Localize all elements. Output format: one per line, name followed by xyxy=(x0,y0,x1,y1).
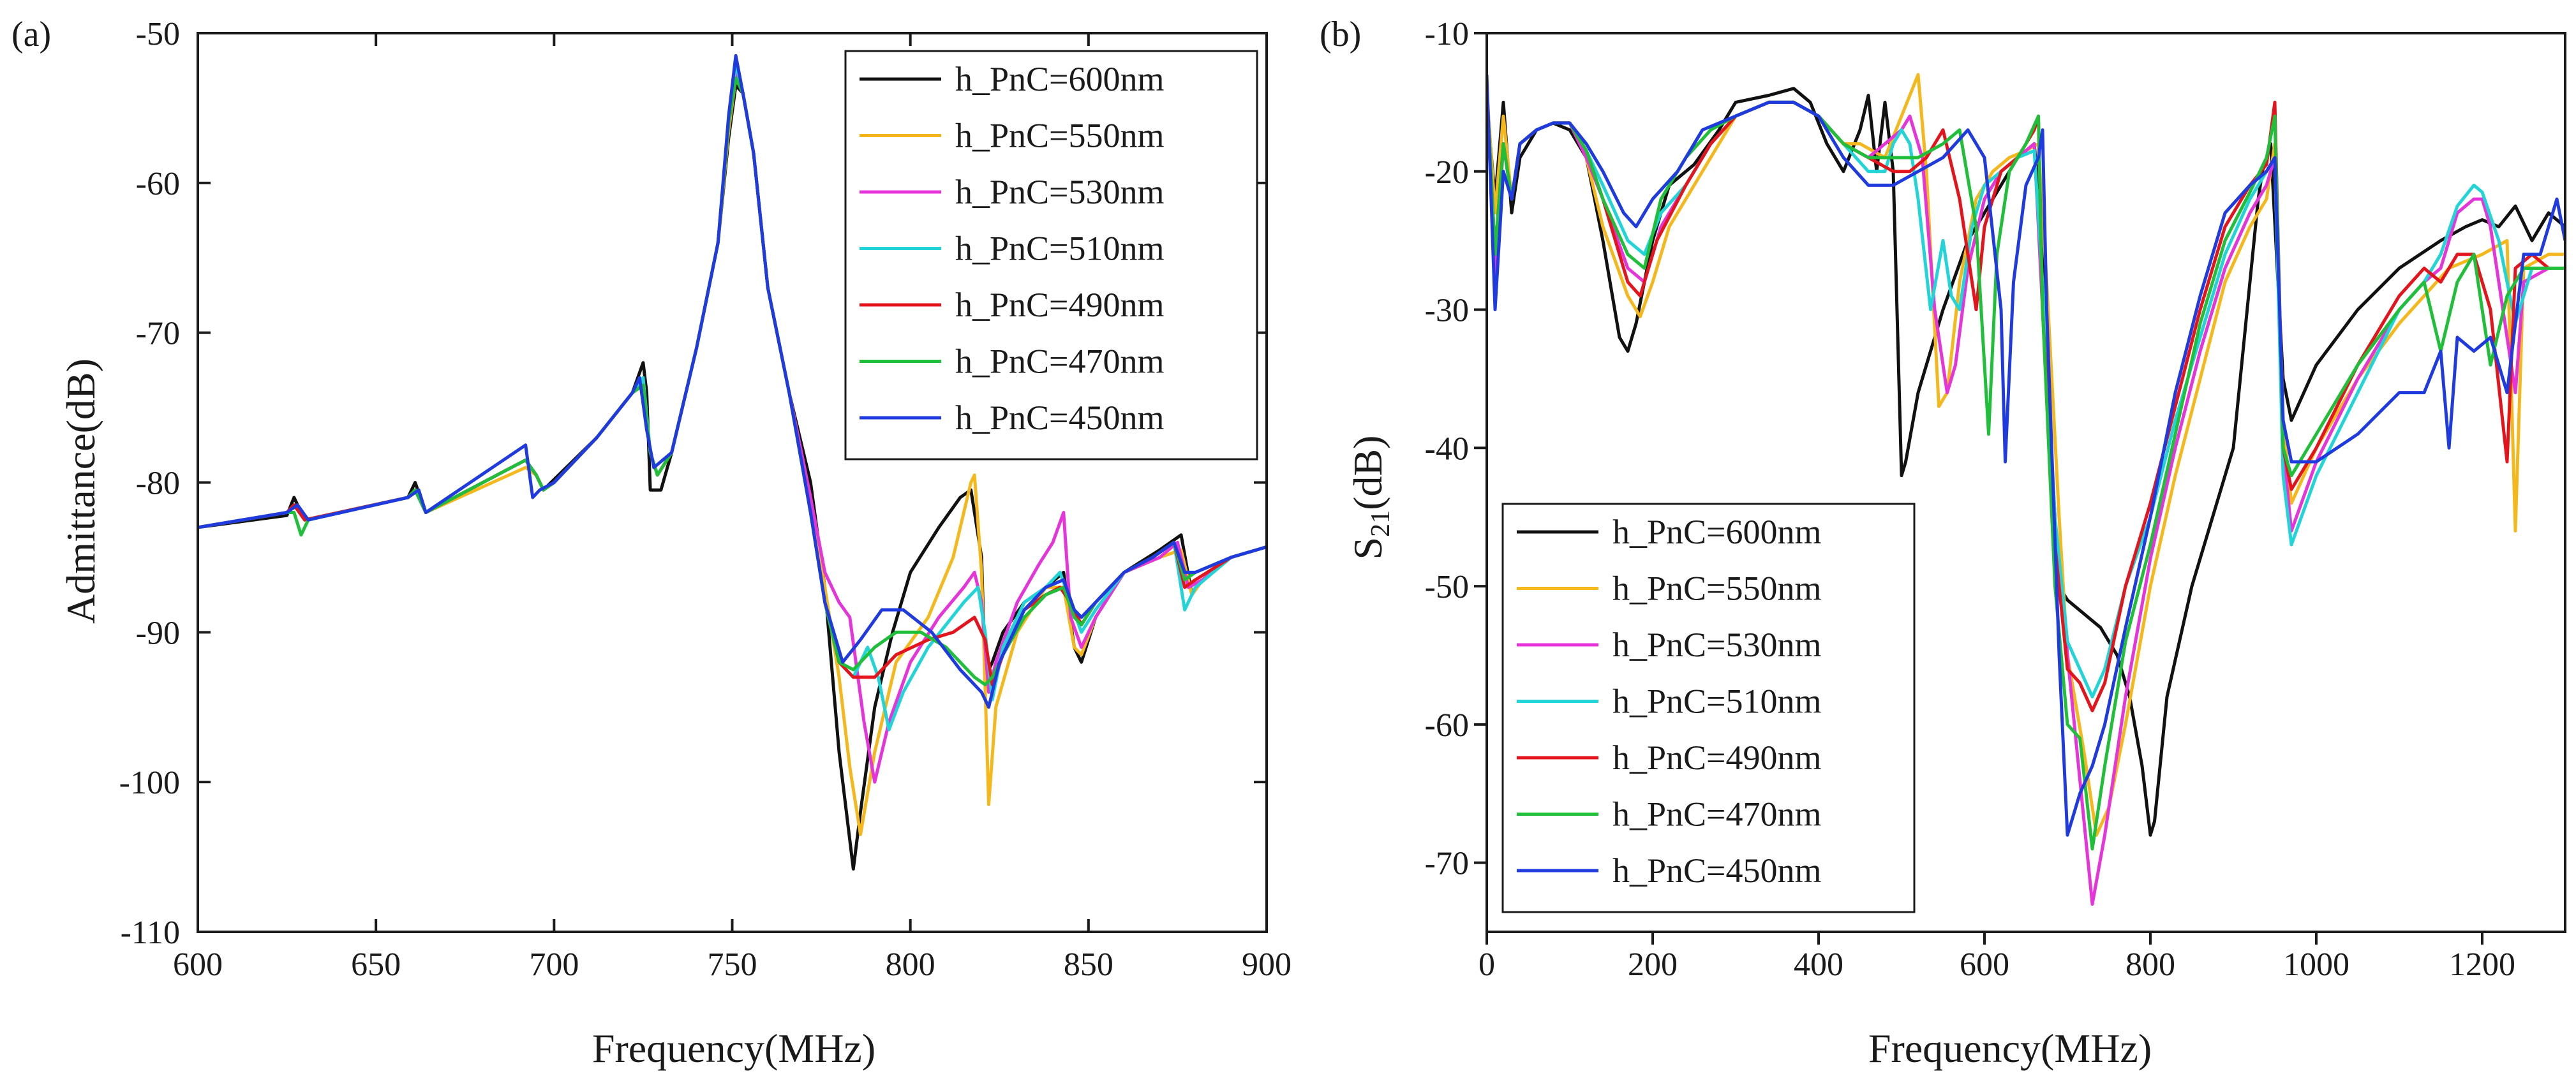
panel-b-y-tick-label: -50 xyxy=(1425,569,1469,605)
panel-a-y-tick-label: -90 xyxy=(136,615,180,651)
panel-b-series-group xyxy=(1487,73,2565,906)
panel-a-x-tick-label: 750 xyxy=(708,947,757,983)
panel-b-x-tick-label: 400 xyxy=(1794,947,1843,983)
panel-b-y-tick-label: -10 xyxy=(1425,16,1469,52)
panel-a: (a) Frequency(MHz) Admittance(dB) 600 650… xyxy=(11,15,1292,1071)
panel-a-y-axis-label: Admittance(dB) xyxy=(58,358,103,624)
panel-b-legend: h_PnC=600nm h_PnC=550nm h_PnC=530nm h_PnC=5… xyxy=(1501,503,1916,913)
panel-a-legend-box xyxy=(844,50,1258,460)
panel-b-y-tick-label: -20 xyxy=(1425,154,1469,191)
panel-a-legend-label-450: h_PnC=450nm xyxy=(955,399,1165,437)
panel-b-series-line-490 xyxy=(1487,88,2565,712)
panel-a-y-tick-label: -110 xyxy=(121,915,180,951)
panel-b-axes-frame xyxy=(1485,32,2566,933)
panel-b-y-tick-label: -60 xyxy=(1425,707,1469,744)
panel-a-x-tick-label: 700 xyxy=(529,947,579,983)
panel-b-x-tick-label: 200 xyxy=(1628,947,1678,983)
panel-a-x-tick-label: 900 xyxy=(1242,947,1292,983)
panel-b-x-axis-label: Frequency(MHz) xyxy=(1868,1026,2152,1071)
panel-a-legend-label-600: h_PnC=600nm xyxy=(955,60,1165,98)
panel-b-y-tick-label: -40 xyxy=(1425,431,1469,467)
panel-b-legend-label-600: h_PnC=600nm xyxy=(1612,513,1822,551)
panel-b-series-line-470 xyxy=(1487,88,2565,851)
panel-b-legend-label-490: h_PnC=490nm xyxy=(1612,739,1822,777)
panel-b-legend-label-470: h_PnC=470nm xyxy=(1612,795,1822,834)
panel-a-x-tick-label: 800 xyxy=(886,947,935,983)
panel-b-legend-label-550: h_PnC=550nm xyxy=(1612,570,1822,608)
panel-a-y-tick-label: -100 xyxy=(119,765,180,801)
panel-b-x-tick-label: 800 xyxy=(2126,947,2175,983)
panel-a-series-line-450 xyxy=(198,54,1267,709)
panel-b-x-tick-label: 600 xyxy=(1960,947,2009,983)
panel-b-y-label-sub: 21 xyxy=(1366,510,1396,537)
panel-a-x-axis-label: Frequency(MHz) xyxy=(592,1026,875,1071)
panel-a-y-tick-label: -80 xyxy=(136,466,180,502)
panel-a-legend-label-510: h_PnC=510nm xyxy=(955,230,1165,268)
panel-b-x-tick-label: 0 xyxy=(1478,947,1495,983)
panel-b-x-tick-label: 1000 xyxy=(2283,947,2349,983)
panel-a-x-tick-label: 850 xyxy=(1064,947,1113,983)
panel-a-series-group xyxy=(198,54,1267,871)
panel-a-legend-label-550: h_PnC=550nm xyxy=(955,117,1165,155)
panel-b-legend-label-530: h_PnC=530nm xyxy=(1612,626,1822,664)
panel-a-y-tick-label: -50 xyxy=(136,16,180,52)
panel-b-label: (b) xyxy=(1320,15,1361,54)
panel-a-label: (a) xyxy=(11,15,51,54)
panel-a-y-tick-label: -60 xyxy=(136,166,180,202)
panel-b-y-label-main: S xyxy=(1345,537,1390,560)
panel-b-series-line-510 xyxy=(1487,88,2565,698)
panel-b-y-tick-label: -30 xyxy=(1425,293,1469,329)
panel-a-legend: h_PnC=600nm h_PnC=550nm h_PnC=530nm h_PnC=5… xyxy=(844,50,1258,460)
panel-b-y-label-tail: (dB) xyxy=(1345,436,1390,510)
panel-a-legend-label-470: h_PnC=470nm xyxy=(955,343,1165,381)
panel-b: (b) Frequency(MHz) S21(dB) 0 200 400 600 800… xyxy=(1320,15,2566,1071)
panel-a-y-tick-label: -70 xyxy=(136,316,180,352)
panel-b-legend-label-450: h_PnC=450nm xyxy=(1612,851,1822,890)
panel-b-legend-label-510: h_PnC=510nm xyxy=(1612,682,1822,721)
panel-a-legend-label-530: h_PnC=530nm xyxy=(955,173,1165,211)
panel-b-y-tick-label: -70 xyxy=(1425,846,1469,882)
panel-a-x-tick-label: 650 xyxy=(351,947,401,983)
panel-b-x-tick-label: 1200 xyxy=(2449,947,2515,983)
panel-a-x-tick-label: 600 xyxy=(173,947,223,983)
panel-a-legend-label-490: h_PnC=490nm xyxy=(955,286,1165,324)
panel-b-legend-box xyxy=(1501,503,1916,913)
panel-b-series-line-450 xyxy=(1487,74,2565,837)
panel-b-y-axis-label: S21(dB) xyxy=(1345,436,1396,560)
